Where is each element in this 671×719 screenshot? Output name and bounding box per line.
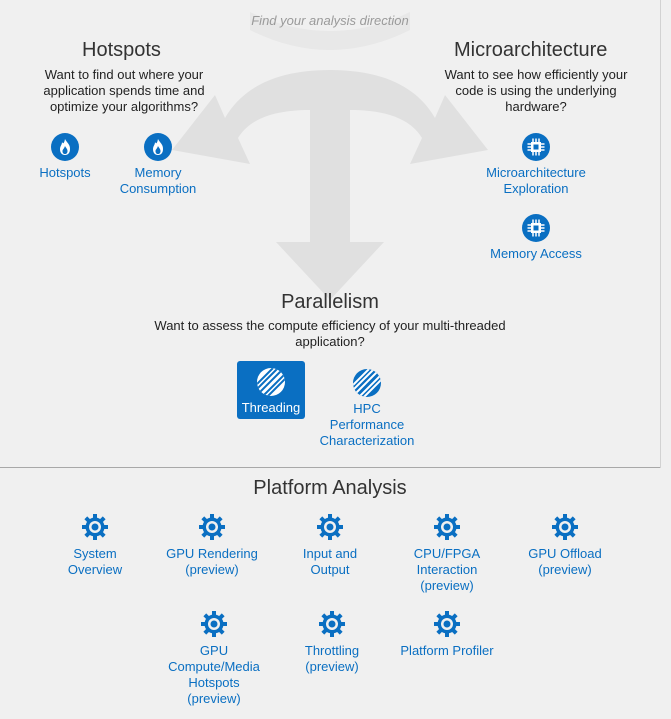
- tile-gpu-offload[interactable]: GPU Offload (preview): [515, 512, 615, 578]
- tile-microarchitecture-exploration[interactable]: Microarchitecture Exploration: [476, 133, 596, 197]
- tile-platform-profiler[interactable]: Platform Profiler: [392, 609, 502, 659]
- gear-icon: [550, 512, 580, 542]
- tile-label: Threading: [241, 400, 301, 415]
- tile-input-and-output[interactable]: Input and Output: [285, 512, 375, 578]
- direction-hint: Find your analysis direction: [251, 13, 409, 28]
- microarchitecture-description: Want to see how efficiently your code is…: [444, 67, 628, 114]
- stripes-icon: [353, 369, 381, 397]
- divider: [0, 467, 660, 468]
- gear-icon: [80, 512, 110, 542]
- tile-label: GPU Offload (preview): [528, 546, 602, 577]
- tile-label: System Overview: [67, 546, 123, 577]
- tile-throttling[interactable]: Throttling (preview): [287, 609, 377, 675]
- microarchitecture-title: Microarchitecture: [454, 39, 608, 61]
- tile-label: Hotspots: [39, 165, 91, 180]
- tile-memory-consumption[interactable]: Memory Consumption: [108, 133, 208, 197]
- gear-icon: [432, 512, 462, 542]
- tile-gpu-compute-media-hotspots[interactable]: GPU Compute/Media Hotspots (preview): [159, 609, 269, 707]
- tile-label: Microarchitecture Exploration: [486, 165, 586, 196]
- tile-label: CPU/FPGA Interaction (preview): [413, 546, 481, 593]
- tile-threading[interactable]: Threading: [237, 361, 305, 419]
- tile-cpu-fpga-interaction[interactable]: CPU/FPGA Interaction (preview): [402, 512, 492, 594]
- panel-border: [660, 0, 661, 468]
- tile-label: Throttling (preview): [304, 643, 360, 674]
- tile-label: GPU Compute/Media Hotspots (preview): [168, 643, 260, 706]
- tile-label: Input and Output: [302, 546, 358, 577]
- tile-label: Memory Access: [490, 246, 582, 261]
- tile-label: HPC Performance Characterization: [319, 401, 415, 448]
- tile-system-overview[interactable]: System Overview: [45, 512, 145, 578]
- parallelism-title: Parallelism: [281, 291, 379, 313]
- tile-hotspots[interactable]: Hotspots: [25, 133, 105, 181]
- tile-label: Memory Consumption: [119, 165, 197, 196]
- platform-analysis-title: Platform Analysis: [253, 477, 407, 499]
- gear-icon: [317, 609, 347, 639]
- hotspots-title: Hotspots: [82, 39, 161, 61]
- gear-icon: [432, 609, 462, 639]
- flame-icon: [144, 133, 172, 161]
- tile-gpu-rendering[interactable]: GPU Rendering (preview): [157, 512, 267, 578]
- tile-hpc-performance-characterization[interactable]: HPC Performance Characterization: [312, 369, 422, 449]
- flame-icon: [51, 133, 79, 161]
- gear-icon: [199, 609, 229, 639]
- parallelism-description: Want to assess the compute efficiency of…: [154, 318, 506, 349]
- chip-icon: [522, 133, 550, 161]
- hotspots-description: Want to find out where your application …: [43, 67, 205, 114]
- tile-memory-access[interactable]: Memory Access: [481, 214, 591, 262]
- gear-icon: [315, 512, 345, 542]
- tile-label: Platform Profiler: [400, 643, 494, 658]
- gear-icon: [197, 512, 227, 542]
- chip-icon: [522, 214, 550, 242]
- stripes-icon: [257, 368, 285, 396]
- tile-label: GPU Rendering (preview): [166, 546, 258, 577]
